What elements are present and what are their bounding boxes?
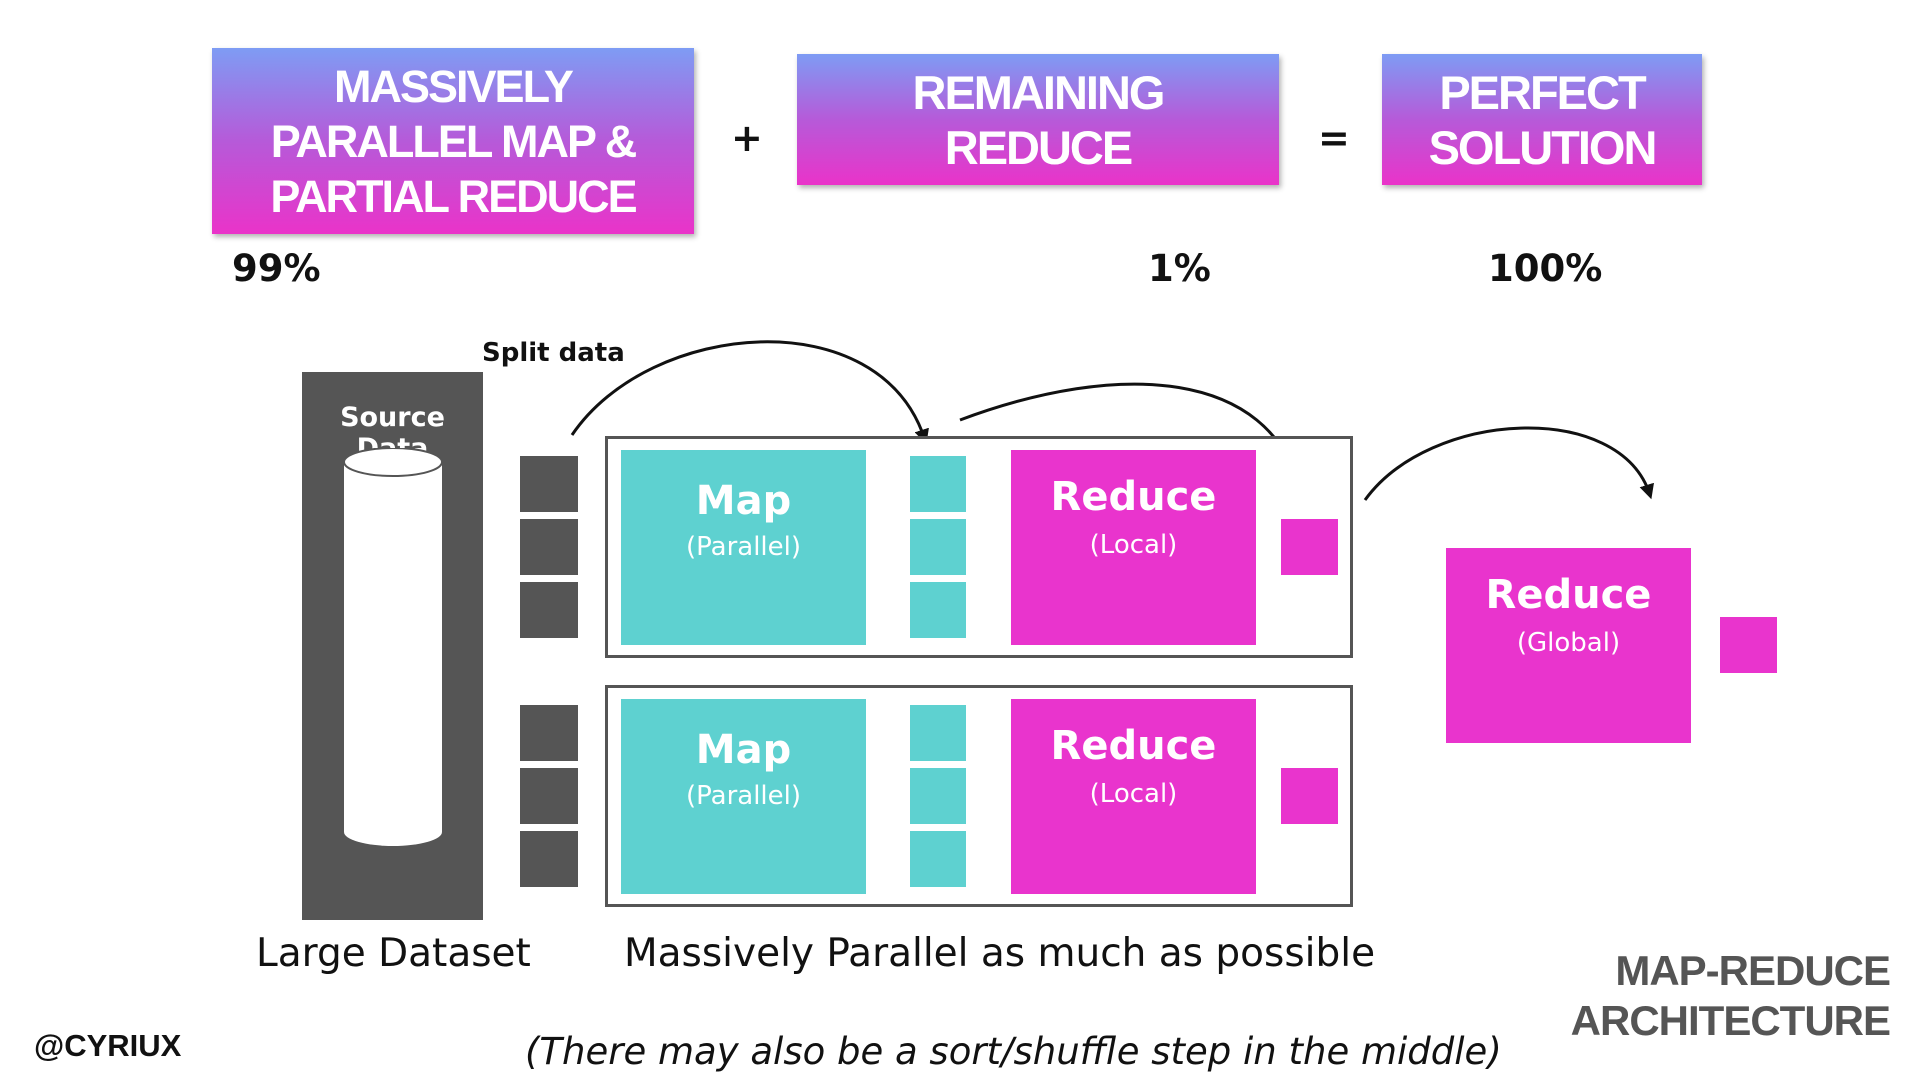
reduce-global-box: Reduce (Global) bbox=[1446, 548, 1691, 743]
reduce-title: Reduce bbox=[1050, 723, 1217, 769]
global-reduce-title: Reduce bbox=[1485, 572, 1652, 618]
map-subtitle: (Parallel) bbox=[685, 532, 802, 562]
source-data-panel: Source Data bbox=[302, 372, 483, 920]
intermediate-chunk bbox=[910, 519, 966, 575]
local-result-chunk bbox=[1281, 768, 1338, 824]
global-reduce-subtitle: (Global) bbox=[1516, 628, 1621, 658]
percent-99: 99% bbox=[232, 247, 321, 290]
equals-sign: = bbox=[1318, 116, 1350, 160]
map-title: Map bbox=[695, 727, 792, 773]
data-chunk bbox=[520, 768, 578, 824]
plus-sign: + bbox=[731, 116, 763, 160]
reduce-local-box-2: Reduce (Local) bbox=[1011, 699, 1256, 894]
footnote-sort-shuffle: (There may also be a sort/shuffle step i… bbox=[525, 1030, 1502, 1073]
intermediate-chunk bbox=[910, 768, 966, 824]
local-result-chunk bbox=[1281, 519, 1338, 575]
intermediate-chunk bbox=[910, 582, 966, 638]
split-data-label: Split data bbox=[482, 338, 625, 368]
reduce-local-box-1: Reduce (Local) bbox=[1011, 450, 1256, 645]
intermediate-chunk bbox=[910, 456, 966, 512]
percent-1: 1% bbox=[1148, 247, 1211, 290]
reduce-subtitle: (Local) bbox=[1089, 530, 1178, 560]
intermediate-chunk bbox=[910, 705, 966, 761]
caption-massively-parallel: Massively Parallel as much as possible bbox=[624, 931, 1376, 976]
intermediate-chunk bbox=[910, 831, 966, 887]
reduce-subtitle: (Local) bbox=[1089, 779, 1178, 809]
reduce-title: Reduce bbox=[1050, 474, 1217, 520]
data-chunk bbox=[520, 519, 578, 575]
brand-title: MAP-REDUCE ARCHITECTURE bbox=[1570, 947, 1891, 1044]
data-chunk bbox=[520, 582, 578, 638]
data-chunk bbox=[520, 705, 578, 761]
arrow-to-global-reduce bbox=[1363, 426, 1654, 501]
author-handle: @CYRIUX bbox=[34, 1028, 182, 1063]
map-box-2: Map (Parallel) bbox=[621, 699, 866, 894]
arrow-split-to-map bbox=[570, 340, 929, 445]
data-chunk bbox=[520, 831, 578, 887]
database-cylinder-icon bbox=[343, 448, 443, 846]
map-title: Map bbox=[695, 478, 792, 524]
header-massively-parallel: MASSIVELY PARALLEL MAP & PARTIAL REDUCE bbox=[212, 48, 694, 234]
caption-large-dataset: Large Dataset bbox=[256, 931, 531, 976]
final-result-chunk bbox=[1720, 617, 1777, 673]
header-perfect-solution: PERFECT SOLUTION bbox=[1382, 54, 1702, 185]
header-remaining-reduce: REMAINING REDUCE bbox=[797, 54, 1279, 185]
map-subtitle: (Parallel) bbox=[685, 781, 802, 811]
map-box-1: Map (Parallel) bbox=[621, 450, 866, 645]
percent-100: 100% bbox=[1488, 247, 1603, 290]
data-chunk bbox=[520, 456, 578, 512]
